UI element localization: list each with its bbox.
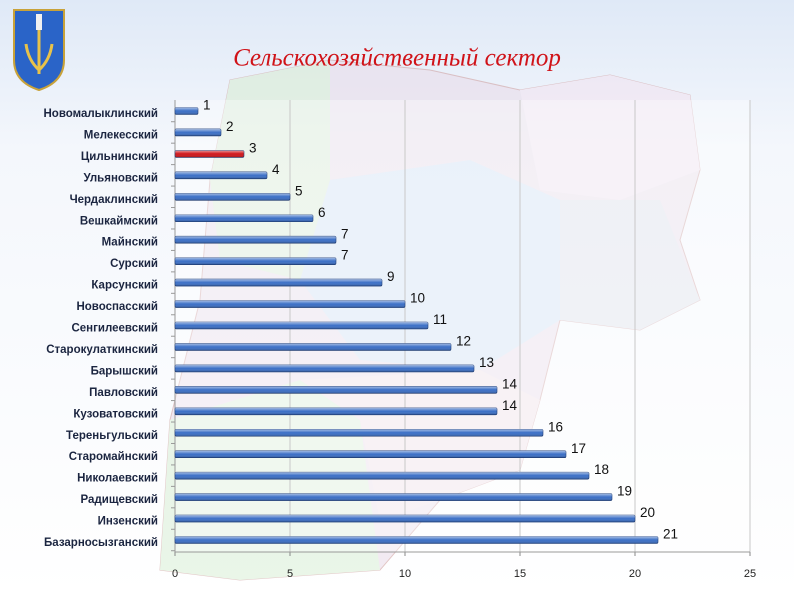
value-label: 7 [341,226,349,241]
value-label: 16 [548,419,563,434]
y-tick-label: Старомайнский [69,451,158,463]
value-label: 14 [502,376,518,391]
value-label: 9 [387,269,395,284]
bar-shine [175,128,221,136]
value-label: 13 [479,355,494,370]
x-tick-label: 0 [172,568,178,580]
value-label: 11 [433,312,447,327]
bar-shine [175,386,497,394]
bar-shine [175,343,451,351]
y-tick-label: Мелекесский [84,129,158,141]
y-tick-label: Новоспасский [76,301,158,313]
bar-shine [175,236,336,244]
value-label: 1 [203,98,211,113]
x-tick-label: 25 [744,568,756,580]
x-tick-label: 15 [514,568,526,580]
bar-shine [175,493,612,501]
y-tick-label: Павловский [89,387,158,399]
bar-shine [175,214,313,222]
bar-shine [175,300,405,308]
value-label: 19 [617,484,632,499]
y-tick-label: Базарносызганский [44,537,158,549]
y-tick-label: Тереньгульский [66,430,158,442]
bar-shine [175,322,428,329]
x-tick-label: 10 [399,568,411,580]
y-tick-label: Майнский [102,237,158,249]
bar-shine [175,407,497,415]
bar-shine [175,536,658,544]
bar-shine [175,107,198,115]
bar-shine [175,150,244,158]
value-label: 7 [341,248,349,263]
y-tick-label: Ульяновский [83,172,158,184]
bar-shine [175,193,290,201]
value-label: 10 [410,291,425,306]
value-label: 3 [249,140,257,155]
y-tick-label: Вешкаймский [80,215,158,227]
y-tick-label: Карсунский [91,280,158,292]
value-label: 5 [295,183,303,198]
value-label: 14 [502,398,518,413]
value-label: 2 [226,119,234,134]
y-tick-label: Сурский [110,258,158,270]
bar-shine [175,450,566,458]
y-tick-label: Цильнинский [81,151,158,163]
bar-shine [175,257,336,265]
value-label: 17 [571,441,586,456]
value-label: 21 [663,527,678,542]
y-tick-label: Инзенский [98,516,158,528]
value-label: 20 [640,505,655,520]
y-tick-label: Барышский [91,365,158,377]
value-label: 4 [272,162,280,177]
value-label: 12 [456,334,471,349]
x-tick-label: 20 [629,568,641,580]
bar-shine [175,472,589,480]
y-tick-label: Николаевский [77,473,158,485]
y-tick-label: Кузоватовский [73,408,158,420]
value-label: 6 [318,205,326,220]
bar-shine [175,515,635,523]
y-tick-label: Чердаклинский [70,194,158,206]
chart-title: Сельскохозяйственный сектор [233,45,561,72]
y-tick-label: Старокулаткинский [46,344,158,356]
bar-shine [175,171,267,179]
emblem [13,9,65,92]
x-tick-label: 5 [287,568,293,580]
y-tick-label: Сенгилеевский [71,323,158,335]
y-tick-label: Радищевский [81,494,158,506]
value-label: 18 [594,462,609,477]
y-tick-label: Новомалыклинский [43,108,158,120]
bar-shine [175,279,382,287]
bar-shine [175,364,474,372]
bar-shine [175,429,543,437]
